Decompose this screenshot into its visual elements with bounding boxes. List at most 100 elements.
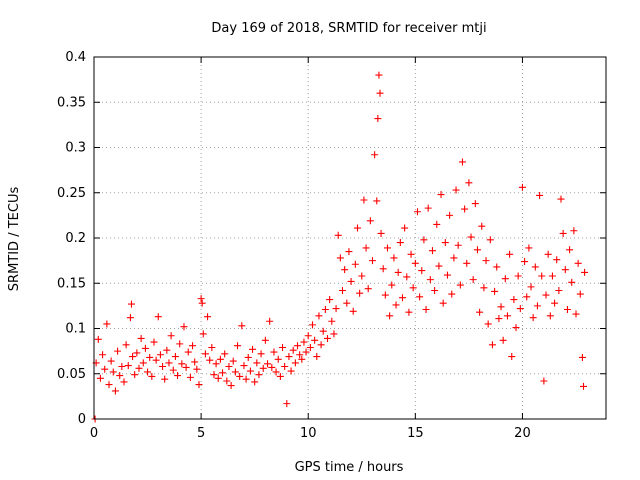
data-point — [313, 353, 321, 361]
data-point — [206, 356, 214, 364]
data-point — [133, 349, 141, 357]
data-point — [461, 205, 469, 213]
data-point — [555, 286, 563, 294]
data-point — [302, 348, 310, 356]
data-point — [324, 334, 332, 342]
chart-title: Day 169 of 2018, SRMTID for receiver mtj… — [211, 21, 486, 36]
data-point — [210, 371, 218, 379]
data-point — [401, 224, 409, 232]
data-point — [373, 197, 381, 205]
data-point — [572, 310, 580, 318]
data-point — [118, 363, 126, 371]
data-point — [167, 332, 175, 340]
data-point — [424, 204, 432, 212]
data-point — [480, 284, 488, 292]
data-point — [227, 382, 235, 390]
data-point — [546, 312, 554, 320]
data-point — [407, 250, 415, 258]
data-point — [334, 231, 342, 239]
data-point — [212, 360, 220, 368]
data-point — [319, 327, 327, 335]
data-point — [574, 259, 582, 267]
data-point — [141, 344, 149, 352]
data-point — [368, 257, 376, 265]
data-point — [208, 344, 216, 352]
data-point — [171, 353, 179, 361]
y-tick-label: 0.25 — [57, 186, 86, 201]
data-point — [516, 305, 524, 313]
data-point — [428, 247, 436, 255]
data-point — [390, 254, 398, 262]
data-point — [201, 350, 209, 358]
data-point — [328, 317, 336, 325]
data-point — [536, 191, 544, 199]
data-points — [91, 71, 589, 423]
data-point — [144, 368, 152, 376]
data-point — [493, 263, 501, 271]
data-point — [439, 299, 447, 307]
data-point — [580, 382, 588, 390]
data-point — [422, 305, 430, 313]
data-point — [561, 266, 569, 274]
data-point — [309, 321, 317, 329]
data-point — [557, 195, 565, 203]
data-point — [531, 263, 539, 271]
data-point — [551, 299, 559, 307]
data-point — [538, 272, 546, 280]
y-tick-label: 0.1 — [65, 322, 86, 337]
data-point — [330, 330, 338, 338]
data-point — [186, 373, 194, 381]
data-point — [533, 302, 541, 310]
data-point — [221, 350, 229, 358]
data-point — [225, 363, 233, 371]
data-point — [495, 315, 503, 323]
data-point — [219, 369, 227, 377]
data-point — [163, 346, 171, 354]
y-tick-label: 0.35 — [57, 95, 86, 110]
data-point — [223, 377, 231, 385]
data-point — [114, 347, 122, 355]
x-tick-label: 20 — [514, 426, 531, 441]
data-point — [454, 241, 462, 249]
data-point — [103, 320, 111, 328]
data-point — [544, 250, 552, 258]
data-point — [343, 299, 351, 307]
data-point — [127, 300, 135, 308]
data-point — [351, 260, 359, 268]
data-point — [376, 89, 384, 97]
data-point — [374, 115, 382, 123]
data-point — [349, 307, 357, 315]
data-point — [139, 359, 147, 367]
data-point — [111, 387, 119, 395]
data-point — [371, 151, 379, 159]
data-point — [191, 358, 199, 366]
data-point — [392, 301, 400, 309]
data-point — [122, 341, 130, 349]
data-point — [264, 360, 272, 368]
data-point — [375, 71, 383, 79]
data-point — [553, 256, 561, 264]
data-point — [469, 276, 477, 284]
data-point — [129, 353, 137, 361]
y-tick-label: 0.2 — [65, 231, 86, 246]
data-point — [471, 200, 479, 208]
data-point — [576, 290, 584, 298]
data-point — [347, 277, 355, 285]
data-point — [161, 375, 169, 383]
data-point — [261, 336, 269, 344]
data-point — [131, 371, 139, 379]
data-point — [394, 268, 402, 276]
data-point — [242, 375, 250, 383]
data-point — [150, 338, 158, 346]
y-tick-label: 0.3 — [65, 141, 86, 156]
data-point — [294, 342, 302, 350]
data-point — [270, 348, 278, 356]
data-point — [409, 284, 417, 292]
y-tick-label: 0 — [78, 412, 86, 427]
data-point — [198, 299, 206, 307]
data-point — [249, 345, 257, 353]
data-point — [336, 254, 344, 262]
data-point — [279, 344, 287, 352]
data-point — [497, 303, 505, 311]
data-point — [360, 196, 368, 204]
